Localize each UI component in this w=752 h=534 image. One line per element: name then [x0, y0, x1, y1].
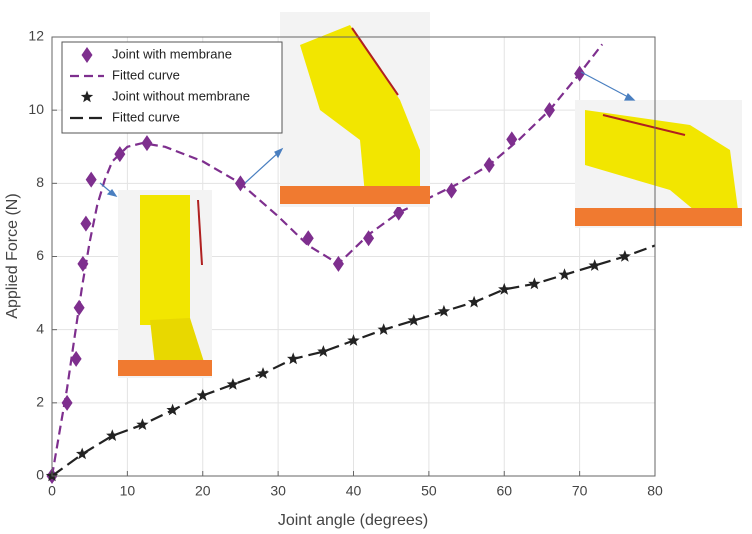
data-point: [588, 259, 601, 271]
x-tick-label: 0: [48, 483, 56, 499]
x-tick-label: 70: [572, 483, 588, 499]
data-point: [106, 429, 119, 441]
y-tick-label: 10: [28, 101, 44, 117]
data-point: [317, 345, 330, 357]
data-point: [141, 135, 153, 152]
photo-inset: [280, 12, 430, 207]
y-tick-label: 2: [36, 394, 44, 410]
y-tick-label: 0: [36, 467, 44, 483]
y-tick-label: 8: [36, 174, 44, 190]
legend-label: Joint with membrane: [112, 46, 232, 61]
axes-frame: [51, 36, 656, 477]
legend-label: Fitted curve: [112, 67, 180, 82]
y-tick-label: 6: [36, 247, 44, 263]
data-point: [393, 204, 405, 221]
legend-swatch: [81, 47, 93, 63]
data-point: [76, 447, 89, 460]
x-tick-label: 40: [346, 483, 362, 499]
x-axis-label: Joint angle (degrees): [278, 512, 428, 529]
legend: Joint with membrane Fitted curve Joint wit…: [61, 41, 283, 134]
fitted-curve: [51, 244, 656, 477]
x-tick-label: 60: [496, 483, 512, 499]
x-tick-label: 30: [270, 483, 286, 499]
data-point: [226, 378, 240, 390]
y-tick-label: 12: [28, 28, 44, 44]
y-tick-label: 4: [36, 320, 44, 336]
x-tick-label: 10: [120, 483, 136, 499]
x-tick-label: 20: [195, 483, 211, 499]
data-point: [61, 394, 73, 411]
data-point: [363, 230, 375, 247]
x-tick-label: 80: [647, 483, 663, 499]
data-point: [70, 350, 82, 367]
series-layer: [45, 43, 656, 484]
legend-label: Joint without membrane: [112, 88, 250, 103]
arrow: [99, 71, 636, 197]
x-tick-label: 50: [421, 483, 437, 499]
legend-swatch: [80, 90, 94, 103]
data-point: [498, 282, 511, 295]
data-point: [85, 171, 97, 188]
data-point: [80, 215, 92, 232]
legend-label: Fitted curve: [112, 109, 180, 124]
fitted-curve: [50, 43, 604, 477]
y-axis-label: Applied Force (N): [4, 193, 21, 318]
data-point: [407, 314, 420, 326]
photo-inset: [575, 100, 742, 228]
photo-inset: [118, 190, 212, 378]
